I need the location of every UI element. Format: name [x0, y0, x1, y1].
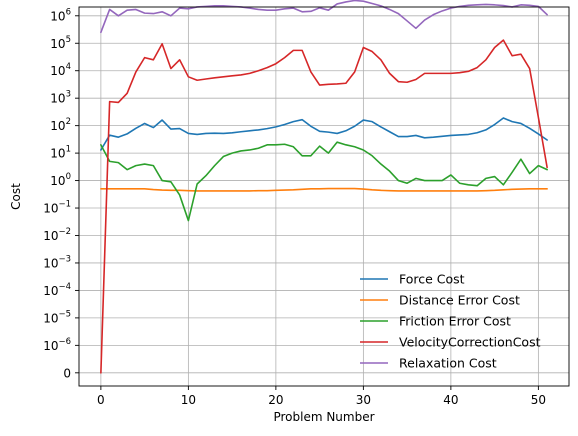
x-axis-ticks: 0 10 20 30 40 50: [97, 386, 546, 407]
y-tick-label: 105: [50, 35, 71, 51]
x-tick-label: 40: [443, 393, 458, 407]
y-tick-label: 10−5: [43, 309, 71, 325]
x-tick-label: 20: [268, 393, 283, 407]
x-tick-label: 0: [97, 393, 105, 407]
velocitycorrectioncost-line: [100, 39, 548, 374]
y-tick-label: 100: [50, 172, 71, 188]
y-axis-label: Cost: [9, 183, 23, 210]
y-tick-label: 10−2: [43, 227, 71, 243]
y-tick-label: 106: [50, 7, 71, 23]
distance-error-cost-line: [100, 187, 548, 192]
series-lines: [100, 0, 548, 374]
y-tick-label: 102: [50, 117, 71, 133]
y-axis-ticks: 0 10−6 10−5 10−4 10−3 10−2 10−1 100 101 102 103 104…: [43, 7, 79, 380]
y-tick-label: 10−6: [43, 337, 71, 353]
distance-error-cost-legend-label: Distance Error Cost: [399, 293, 520, 308]
x-tick-label: 50: [531, 393, 546, 407]
relaxation-cost-legend-label: Relaxation Cost: [399, 356, 497, 371]
y-tick-label: 103: [50, 90, 71, 106]
relaxation-cost-line: [100, 0, 548, 34]
y-tick-label: 10−3: [43, 254, 71, 270]
y-tick-label: 10−4: [43, 282, 71, 298]
y-tick-label: 10−1: [43, 200, 71, 216]
y-tick-label: 101: [50, 145, 71, 161]
legend: Force Cost Distance Error Cost Friction Er…: [360, 272, 541, 371]
force-cost-line: [100, 117, 548, 151]
y-tick-label: 104: [50, 62, 71, 78]
velocitycorrectioncost-legend-label: VelocityCorrectionCost: [399, 335, 541, 350]
gridlines: [79, 7, 569, 386]
friction-error-cost-legend-label: Friction Error Cost: [399, 314, 511, 329]
y-tick-label: 0: [63, 366, 71, 380]
x-tick-label: 30: [356, 393, 371, 407]
plot-area-frame: [78, 6, 570, 387]
x-tick-label: 10: [181, 393, 196, 407]
x-axis-label: Problem Number: [273, 410, 374, 424]
friction-error-cost-line: [100, 141, 548, 222]
force-cost-legend-label: Force Cost: [399, 272, 465, 287]
